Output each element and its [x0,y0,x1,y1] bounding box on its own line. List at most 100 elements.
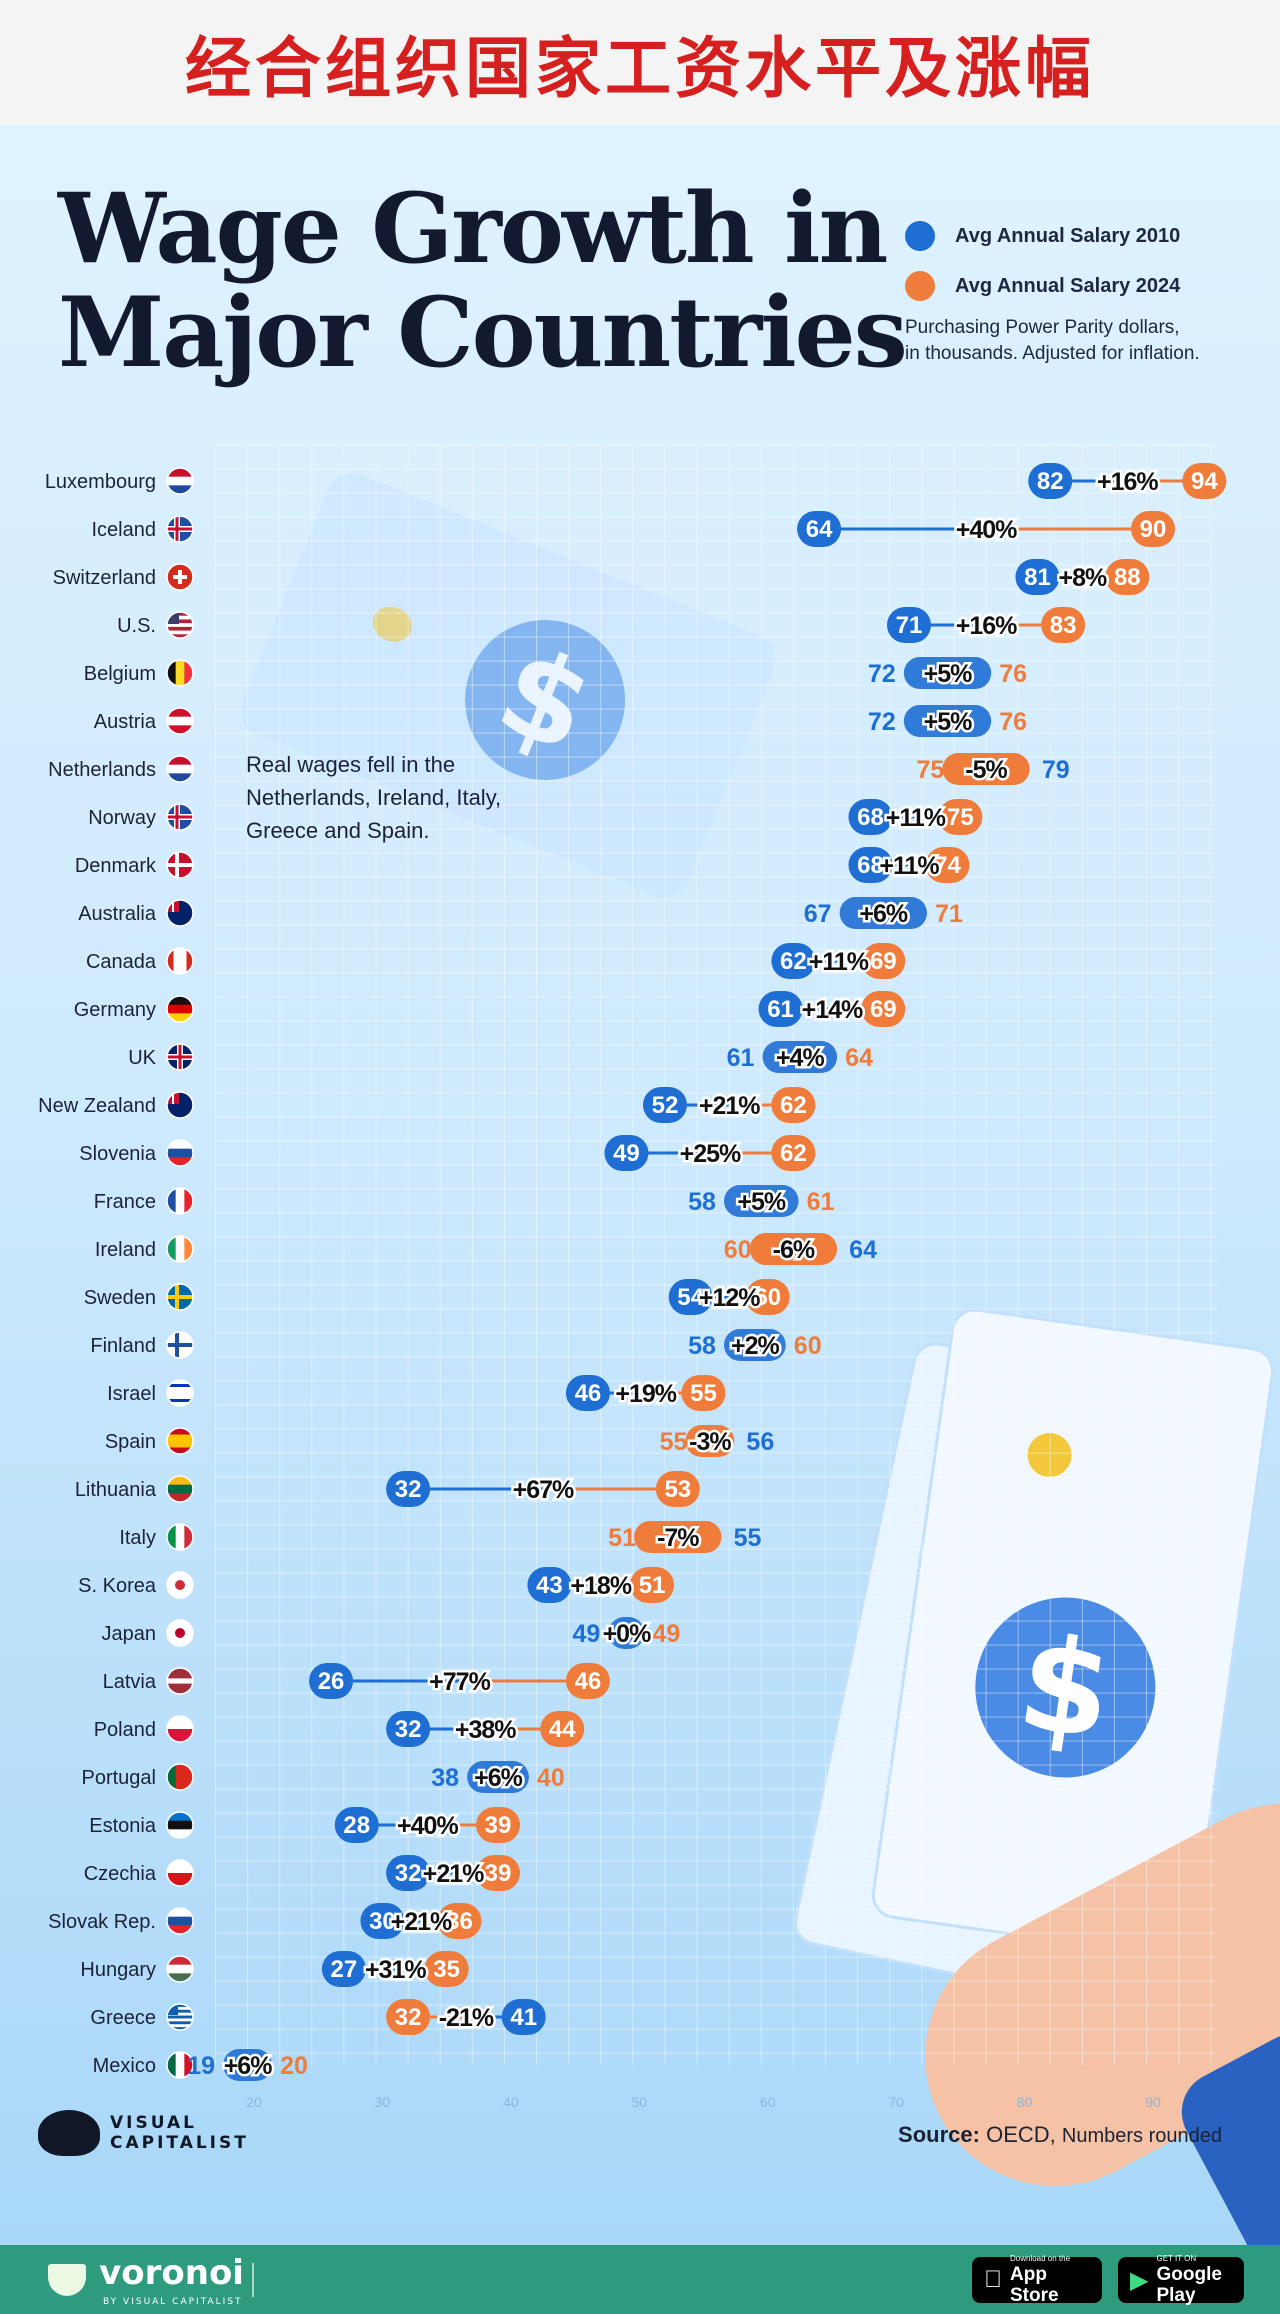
google-play-button[interactable]: ▶ GET IT ON Google Play [1118,2254,1244,2306]
chart-row-canada: Canada 62 69+11% [86,943,906,979]
salary-2010-value: 32 [395,1476,422,1503]
chart-row-lithuania: Lithuania 32 53 +67% [75,1471,700,1507]
change-label: +38% [455,1716,516,1744]
flag-icon [166,2051,194,2079]
salary-2024-marker [655,1471,700,1507]
salary-2024-marker [1131,511,1175,547]
country-label: U.S. [117,615,156,637]
overlap-marker [903,657,992,689]
flag-icon [166,947,194,975]
salary-2010-value: 43 [536,1572,563,1599]
salary-2010-value: 49 [573,1620,601,1648]
flag-icon [166,1043,194,1071]
salary-2010-value: 27 [331,1956,358,1983]
overlap-marker [467,1761,529,1793]
country-label: Sweden [84,1287,156,1309]
salary-2024-value: 74 [934,852,961,879]
change-label: +2% [731,1332,780,1360]
salary-2010-value: 72 [868,660,896,688]
country-label: Slovak Rep. [48,1911,156,1933]
salary-2010-marker [309,1663,354,1699]
visual-capitalist-logo: VISUAL CAPITALIST [38,2110,249,2156]
salary-2024-value: 20 [280,2052,308,2080]
salary-2010-value: 58 [688,1188,716,1216]
change-label: +11% [809,948,869,976]
x-tick-label: 60 [760,2094,776,2110]
chart-row-germany: Germany 61 69 +14% [74,991,906,1027]
country-label: Estonia [89,1815,157,1837]
country-label: Slovenia [79,1143,157,1165]
orange-dot-icon [905,271,935,301]
salary-2010-marker [642,1087,687,1123]
voronoi-logo[interactable]: voronoi BY VISUAL CAPITALIST [48,2253,244,2307]
change-label: +0% [603,1620,652,1648]
salary-2024-value: 32 [395,2004,422,2031]
flag-icon [166,1427,194,1455]
flag-fill [167,1908,193,1934]
change-label: -6% [773,1236,815,1264]
salary-2010-marker [527,1567,572,1603]
country-label: Spain [105,1431,156,1453]
salary-2024-marker [861,943,906,979]
flag-fill [167,660,193,686]
chart-row-portugal: Portugal 38 40 +6% [82,1761,565,1795]
change-label: +40% [956,516,1017,544]
salary-2010-value: 30 [369,1908,396,1935]
country-label: Germany [74,999,156,1021]
chart-row-austria: Austria 72 76 +5% [94,705,1027,739]
salary-2010-value: 67 [804,900,832,928]
overlap-marker [223,2049,272,2081]
flag-icon [166,1283,194,1311]
country-label: Mexico [93,2055,156,2077]
salary-2010-marker [386,1855,431,1891]
flag-icon [166,1667,194,1695]
salary-2024-marker [437,1903,482,1939]
salary-2010-value: 32 [395,1716,422,1743]
country-label: Canada [86,951,157,973]
salary-2024-marker [565,1663,610,1699]
country-label: Denmark [75,855,157,877]
salary-2024-marker [861,991,906,1027]
salary-2010-value: 79 [1042,756,1070,784]
salary-2010-marker [565,1375,610,1411]
legend-note: Purchasing Power Parity dollars, in thou… [905,317,1200,364]
flag-icon [166,851,194,879]
country-label: UK [128,1047,156,1069]
chart-row-czechia: Czechia 32 39+21% [84,1855,521,1891]
legend-item-2010: Avg Annual Salary 2010 [905,211,1180,261]
salary-2024-marker [1105,559,1150,595]
footer-bar: voronoi BY VISUAL CAPITALIST  Download … [0,2245,1280,2314]
country-label: Switzerland [53,567,156,589]
change-label: +18% [570,1572,631,1600]
salary-2010-value: 26 [318,1668,345,1695]
flag-icon [166,1475,194,1503]
flag-fill [167,612,193,638]
visual-capitalist-mark-icon [38,2110,100,2156]
salary-2024-marker [630,1567,675,1603]
chart-row-denmark: Denmark 68 74+11% [75,847,970,883]
flag-icon [166,755,194,783]
flag-icon [166,1715,194,1743]
salary-2024-value: 60 [724,1236,752,1264]
salary-2010-value: 81 [1024,564,1051,591]
flag-fill [167,948,193,974]
chart-title: Wage Growth in Major Countries [58,172,908,389]
change-label: -3% [689,1428,731,1456]
salary-2010-marker [386,1471,431,1507]
change-label: +25% [680,1140,741,1168]
salary-2010-marker [797,511,842,547]
change-label: +4% [776,1044,825,1072]
chart-row-sweden: Sweden 54 60+12% [84,1279,790,1315]
flag-fill [167,1860,193,1886]
flag-icon [166,1379,194,1407]
salary-2024-marker [386,1999,431,2035]
app-store-button[interactable]:  Download on the App Store [972,2254,1102,2306]
flag-fill [167,756,193,782]
salary-2024-value: 69 [870,996,897,1023]
legend: Avg Annual Salary 2010 Avg Annual Salary… [905,211,1180,311]
change-label: +12% [699,1284,760,1312]
salary-2010-value: 56 [746,1428,774,1456]
overlap-marker [749,1233,838,1265]
country-label: Czechia [84,1863,157,1885]
salary-2024-marker [476,1807,521,1843]
